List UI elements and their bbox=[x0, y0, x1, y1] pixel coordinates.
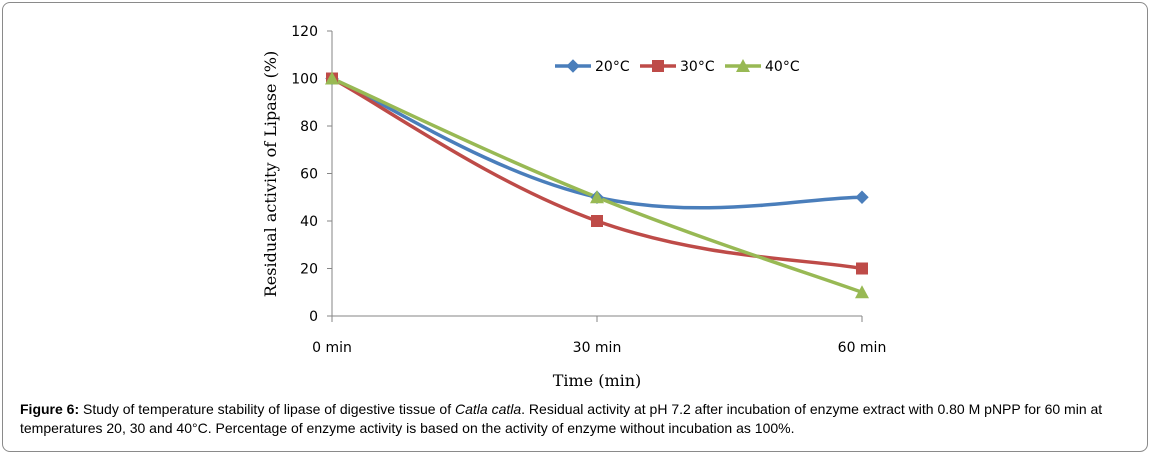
caption-text-1: Study of temperature stability of lipase… bbox=[79, 401, 455, 417]
y-tick-label: 120 bbox=[291, 24, 318, 40]
data-point bbox=[591, 215, 603, 227]
y-tick-label: 100 bbox=[291, 72, 318, 88]
y-tick-label: 40 bbox=[300, 214, 318, 230]
y-tick-label: 20 bbox=[300, 262, 318, 278]
legend-swatch-marker bbox=[652, 60, 664, 72]
figure-caption: Figure 6: Study of temperature stability… bbox=[20, 400, 1135, 438]
chart-markers bbox=[325, 71, 869, 299]
line-chart: 0 20 40 60 80 100 120 0 min 30 min 60 min 20°C 30°… bbox=[261, 24, 886, 390]
y-tick-label: 0 bbox=[309, 309, 318, 325]
chart-legend: 20°C 30°C 40°C bbox=[555, 59, 800, 75]
x-tick-label: 60 min bbox=[838, 340, 887, 356]
data-point bbox=[855, 190, 869, 204]
data-point bbox=[855, 285, 869, 299]
legend-label: 30°C bbox=[680, 59, 715, 75]
series-line bbox=[331, 76, 863, 210]
y-tick-label: 60 bbox=[300, 167, 318, 183]
caption-species-name: Catla catla bbox=[455, 401, 522, 417]
series-line bbox=[331, 76, 863, 271]
y-axis-title: Residual activity of Lipase (%) bbox=[261, 51, 280, 298]
chart-axes: 0 20 40 60 80 100 120 0 min 30 min 60 min bbox=[291, 24, 886, 356]
y-tick-label: 80 bbox=[300, 119, 318, 135]
legend-swatch-marker bbox=[736, 59, 750, 72]
x-axis-title: Time (min) bbox=[553, 371, 642, 390]
legend-swatch-marker bbox=[566, 59, 580, 73]
data-point bbox=[856, 262, 868, 275]
x-tick-label: 30 min bbox=[573, 340, 622, 356]
caption-label: Figure 6: bbox=[20, 401, 80, 417]
x-tick-label: 0 min bbox=[312, 340, 352, 356]
chart-series-lines bbox=[331, 76, 863, 294]
legend-label: 20°C bbox=[595, 59, 630, 75]
data-point bbox=[590, 190, 604, 204]
legend-label: 40°C bbox=[765, 59, 800, 75]
caption-text-2: . Residual activity at pH 7.2 after incu… bbox=[20, 401, 1103, 436]
data-point bbox=[325, 71, 339, 85]
